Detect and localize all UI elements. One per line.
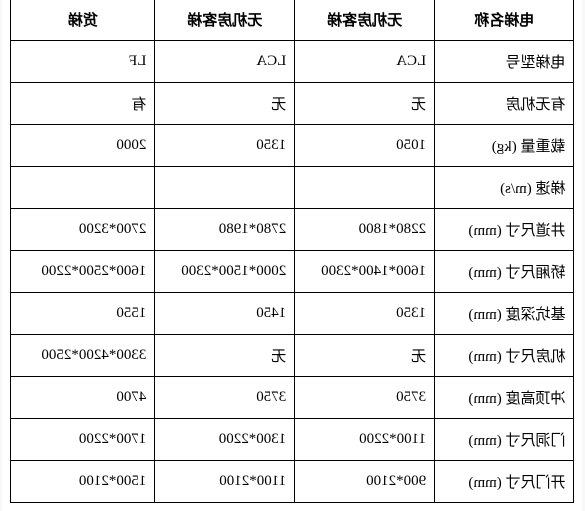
row-label: 梯速 (m/s) [435,166,574,208]
cell [155,166,295,208]
header-cell: 货梯 [11,0,155,40]
table-row: 基坑深度 (mm) 1350 1450 1550 [11,292,574,334]
table-row: 有无机房 无 无 有 [11,82,574,124]
cell: 无 [155,334,295,376]
cell: 无 [295,334,435,376]
spec-table: 电梯名称 无机房客梯 无机房客梯 货梯 电梯型号 LCA LCA LF 有无机房… [11,0,575,503]
cell: LF [11,40,155,82]
cell: 1450 [155,292,295,334]
row-label: 基坑深度 (mm) [435,292,574,334]
header-cell: 无机房客梯 [155,0,295,40]
row-label: 门洞尺寸 (mm) [435,418,574,460]
cell: 4700 [11,376,155,418]
cell: 3750 [155,376,295,418]
cell [11,166,155,208]
table-row: 载重量 (kg) 1050 1350 2000 [11,124,574,166]
table-row: 梯速 (m/s) [11,166,574,208]
cell: 2780*1980 [155,208,295,250]
table-row: 开门尺寸 (mm) 900*2100 1100*2100 1500*2100 [11,460,574,502]
cell: 1350 [295,292,435,334]
cell: LCA [295,40,435,82]
table-container: 电梯名称 无机房客梯 无机房客梯 货梯 电梯型号 LCA LCA LF 有无机房… [3,0,583,511]
cell: 无 [155,82,295,124]
cell: 2700*3200 [11,208,155,250]
row-label: 电梯型号 [435,40,574,82]
cell: 2000*1500*2300 [155,250,295,292]
row-label: 机房尺寸 (mm) [435,334,574,376]
header-cell: 电梯名称 [435,0,574,40]
row-label: 有无机房 [435,82,574,124]
cell: 1550 [11,292,155,334]
cell: 1100*2200 [295,418,435,460]
cell: 2000 [11,124,155,166]
table-row: 轿厢尺寸 (mm) 1600*1400*2300 2000*1500*2300 … [11,250,574,292]
cell: 1050 [295,124,435,166]
cell: 1700*2200 [11,418,155,460]
cell: 无 [295,82,435,124]
cell: 900*2100 [295,460,435,502]
table-row: 井道尺寸 (mm) 2280*1800 2780*1980 2700*3200 [11,208,574,250]
table-row: 冲顶高度 (mm) 3750 3750 4700 [11,376,574,418]
cell: 1350 [155,124,295,166]
table-row: 机房尺寸 (mm) 无 无 3300*4200*2500 [11,334,574,376]
cell [295,166,435,208]
table-row: 门洞尺寸 (mm) 1100*2200 1300*2200 1700*2200 [11,418,574,460]
cell: LCA [155,40,295,82]
row-label: 轿厢尺寸 (mm) [435,250,574,292]
cell: 1600*2500*2200 [11,250,155,292]
cell: 有 [11,82,155,124]
cell: 2280*1800 [295,208,435,250]
header-cell: 无机房客梯 [295,0,435,40]
cell: 3750 [295,376,435,418]
cell: 1100*2100 [155,460,295,502]
cell: 1500*2100 [11,460,155,502]
cell: 1300*2200 [155,418,295,460]
cell: 1600*1400*2300 [295,250,435,292]
row-label: 井道尺寸 (mm) [435,208,574,250]
table-header-row: 电梯名称 无机房客梯 无机房客梯 货梯 [11,0,574,40]
row-label: 冲顶高度 (mm) [435,376,574,418]
row-label: 载重量 (kg) [435,124,574,166]
row-label: 开门尺寸 (mm) [435,460,574,502]
cell: 3300*4200*2500 [11,334,155,376]
table-row: 电梯型号 LCA LCA LF [11,40,574,82]
